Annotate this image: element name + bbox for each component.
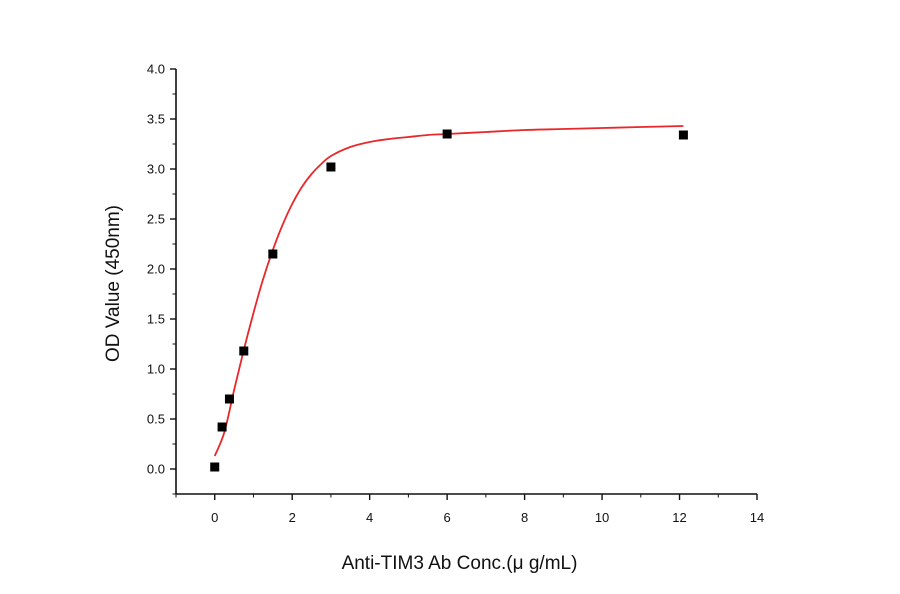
x-ticks: 0 2 4 6 8 10 12 14 — [175, 494, 764, 525]
data-point — [217, 422, 227, 432]
x-tick-label: 0 — [211, 510, 218, 525]
data-point — [678, 130, 688, 140]
x-tick-label: 14 — [750, 510, 764, 525]
data-point — [268, 249, 278, 259]
y-tick-label: 2.0 — [147, 262, 165, 277]
x-axis-title: Anti-TIM3 Ab Conc.(μ g/mL) — [342, 553, 578, 574]
fit-curves — [213, 125, 684, 457]
y-tick-label: 4.0 — [147, 62, 165, 77]
axes — [175, 69, 757, 495]
x-tick-label: 6 — [444, 510, 451, 525]
x-tick-label: 8 — [521, 510, 528, 525]
data-point — [442, 129, 452, 139]
x-tick-label: 4 — [366, 510, 373, 525]
y-tick-label: 0.5 — [147, 412, 165, 427]
x-tick-label: 10 — [595, 510, 609, 525]
x-tick-label: 2 — [289, 510, 296, 525]
y-tick-label: 0.0 — [147, 462, 165, 477]
y-tick-label: 2.5 — [147, 212, 165, 227]
y-axis-title: OD Value (450nm) — [103, 205, 124, 362]
x-tick-label: 12 — [672, 510, 686, 525]
data-point — [210, 462, 220, 472]
data-point — [224, 394, 234, 404]
y-tick-label: 3.5 — [147, 112, 165, 127]
y-tick-label: 1.0 — [147, 362, 165, 377]
y-ticks: 0.0 0.5 1.0 1.5 2.0 2.5 3.0 3.5 4.0 — [147, 62, 176, 495]
data-point — [239, 346, 249, 356]
y-tick-label: 3.0 — [147, 162, 165, 177]
data-points — [210, 129, 688, 472]
y-tick-label: 1.5 — [147, 312, 165, 327]
data-point — [326, 162, 336, 172]
fit-curve-line — [213, 125, 684, 457]
